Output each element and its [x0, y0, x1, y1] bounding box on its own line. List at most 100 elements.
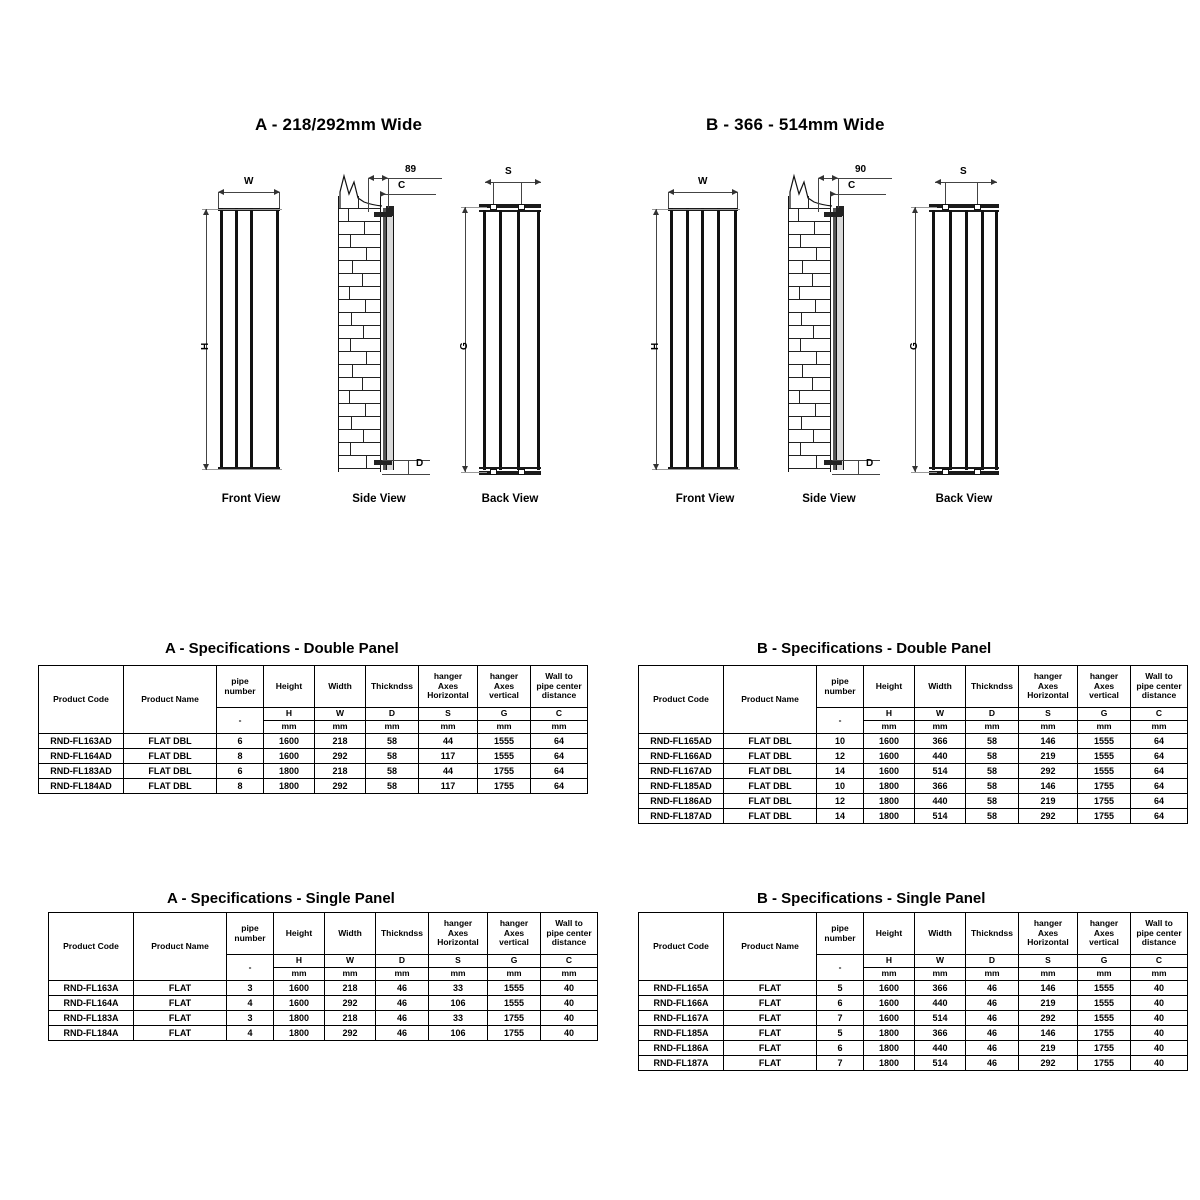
cell-height: 1600	[863, 1010, 915, 1026]
cell-wall-distance: 64	[1130, 793, 1188, 809]
cell-wall-distance: 40	[540, 995, 598, 1011]
col-symbol-hanger-vertical: G	[487, 954, 541, 968]
cell-width: 440	[914, 793, 966, 809]
dim-90-label-b: 90	[855, 164, 867, 175]
dim-g-label-a: G	[459, 342, 470, 350]
col-header-pipe-number: pipe number	[816, 912, 864, 955]
cell-width: 292	[314, 748, 366, 764]
cell-hanger-vertical: 1555	[1077, 980, 1131, 996]
col-unit-thickness: mm	[965, 720, 1019, 734]
col-unit-hanger-horizontal: mm	[1018, 967, 1078, 981]
cell-product-name: FLAT	[133, 980, 227, 996]
cell-product-name: FLAT	[723, 995, 817, 1011]
col-symbol-width: W	[324, 954, 376, 968]
col-header-pipe-number: pipe number	[226, 912, 274, 955]
table-row: RND-FL186A FLAT 6 1800 440 46 219 1755 40	[638, 1040, 1188, 1056]
cell-width: 218	[324, 980, 376, 996]
table-row: RND-FL185A FLAT 5 1800 366 46 146 1755 40	[638, 1025, 1188, 1041]
table-title-b-double: B - Specifications - Double Panel	[757, 640, 992, 657]
col-header-height: Height	[263, 665, 315, 708]
col-symbol-wall-distance: C	[1130, 707, 1188, 721]
cell-product-code: RND-FL165AD	[638, 733, 724, 749]
cell-hanger-vertical: 1555	[1077, 995, 1131, 1011]
cell-product-name: FLAT DBL	[723, 808, 817, 824]
cell-thickness: 46	[375, 980, 429, 996]
col-header-hanger-vertical: hanger Axes vertical	[477, 665, 531, 708]
col-header-hanger-horizontal: hanger Axes Horizontal	[1018, 912, 1078, 955]
col-symbol-thickness: D	[375, 954, 429, 968]
col-unit-wall-distance: mm	[540, 967, 598, 981]
cell-thickness: 58	[965, 793, 1019, 809]
cell-hanger-horizontal: 33	[428, 980, 488, 996]
cell-hanger-horizontal: 292	[1018, 1055, 1078, 1071]
cell-pipe-number: 6	[816, 1040, 864, 1056]
col-header-product-code: Product Code	[48, 912, 134, 981]
col-symbol-pipe: -	[816, 707, 864, 734]
cell-pipe-number: 14	[816, 763, 864, 779]
table-row: RND-FL165AD FLAT DBL 10 1600 366 58 146 1555 64	[638, 733, 1188, 749]
cell-height: 1800	[863, 1055, 915, 1071]
cell-pipe-number: 6	[216, 763, 264, 779]
cell-height: 1600	[863, 995, 915, 1011]
radiator-side-body	[386, 208, 394, 470]
col-unit-height: mm	[273, 967, 325, 981]
col-header-thickness: Thickndss	[375, 912, 429, 955]
table-row: RND-FL186AD FLAT DBL 12 1800 440 58 219 1755 64	[638, 793, 1188, 809]
cell-product-code: RND-FL183AD	[38, 763, 124, 779]
cell-pipe-number: 6	[816, 995, 864, 1011]
table-row: RND-FL187A FLAT 7 1800 514 46 292 1755 40	[638, 1055, 1188, 1071]
cell-hanger-vertical: 1555	[487, 995, 541, 1011]
col-symbol-wall-distance: C	[540, 954, 598, 968]
cell-product-name: FLAT	[723, 1040, 817, 1056]
brick-wall	[338, 196, 380, 472]
table-row: RND-FL183A FLAT 3 1800 218 46 33 1755 40	[48, 1010, 598, 1026]
cell-height: 1800	[263, 778, 315, 794]
col-symbol-hanger-vertical: G	[477, 707, 531, 721]
col-symbol-wall-distance: C	[1130, 954, 1188, 968]
col-unit-hanger-horizontal: mm	[418, 720, 478, 734]
table-row: RND-FL165A FLAT 5 1600 366 46 146 1555 40	[638, 980, 1188, 996]
cell-thickness: 58	[965, 808, 1019, 824]
col-symbol-hanger-vertical: G	[1077, 954, 1131, 968]
cell-wall-distance: 40	[540, 1025, 598, 1041]
table-row: RND-FL184A FLAT 4 1800 292 46 106 1755 40	[48, 1025, 598, 1041]
cell-thickness: 58	[365, 748, 419, 764]
cell-hanger-vertical: 1555	[487, 980, 541, 996]
cell-product-code: RND-FL166A	[638, 995, 724, 1011]
cell-height: 1800	[273, 1010, 325, 1026]
cell-product-name: FLAT DBL	[723, 778, 817, 794]
cell-height: 1600	[263, 748, 315, 764]
cell-wall-distance: 64	[1130, 763, 1188, 779]
col-symbol-hanger-horizontal: S	[418, 707, 478, 721]
group-a-side-view-caption: Side View	[352, 493, 406, 505]
cell-hanger-horizontal: 106	[428, 1025, 488, 1041]
cell-height: 1600	[863, 733, 915, 749]
col-header-pipe-number: pipe number	[216, 665, 264, 708]
col-header-product-code: Product Code	[638, 912, 724, 981]
col-header-width: Width	[314, 665, 366, 708]
col-symbol-width: W	[914, 707, 966, 721]
group-a-back-view-caption: Back View	[481, 493, 539, 505]
col-header-wall-distance: Wall to pipe center distance	[540, 912, 598, 955]
cell-wall-distance: 40	[1130, 980, 1188, 996]
col-header-product-name: Product Name	[123, 665, 217, 734]
table-row: RND-FL164A FLAT 4 1600 292 46 106 1555 40	[48, 995, 598, 1011]
cell-thickness: 46	[375, 995, 429, 1011]
col-symbol-pipe: -	[216, 707, 264, 734]
cell-pipe-number: 4	[226, 995, 274, 1011]
cell-hanger-horizontal: 219	[1018, 1040, 1078, 1056]
cell-product-code: RND-FL166AD	[638, 748, 724, 764]
cell-product-code: RND-FL183A	[48, 1010, 134, 1026]
wall-break-icon	[789, 173, 833, 208]
col-unit-hanger-horizontal: mm	[1018, 720, 1078, 734]
col-unit-width: mm	[314, 720, 366, 734]
table-row: RND-FL166AD FLAT DBL 12 1600 440 58 219 1555 64	[638, 748, 1188, 764]
cell-hanger-horizontal: 146	[1018, 980, 1078, 996]
cell-thickness: 46	[375, 1010, 429, 1026]
cell-wall-distance: 40	[540, 980, 598, 996]
cell-thickness: 58	[965, 778, 1019, 794]
col-symbol-width: W	[314, 707, 366, 721]
dim-s-label-a: S	[505, 166, 512, 177]
col-symbol-pipe: -	[226, 954, 274, 981]
